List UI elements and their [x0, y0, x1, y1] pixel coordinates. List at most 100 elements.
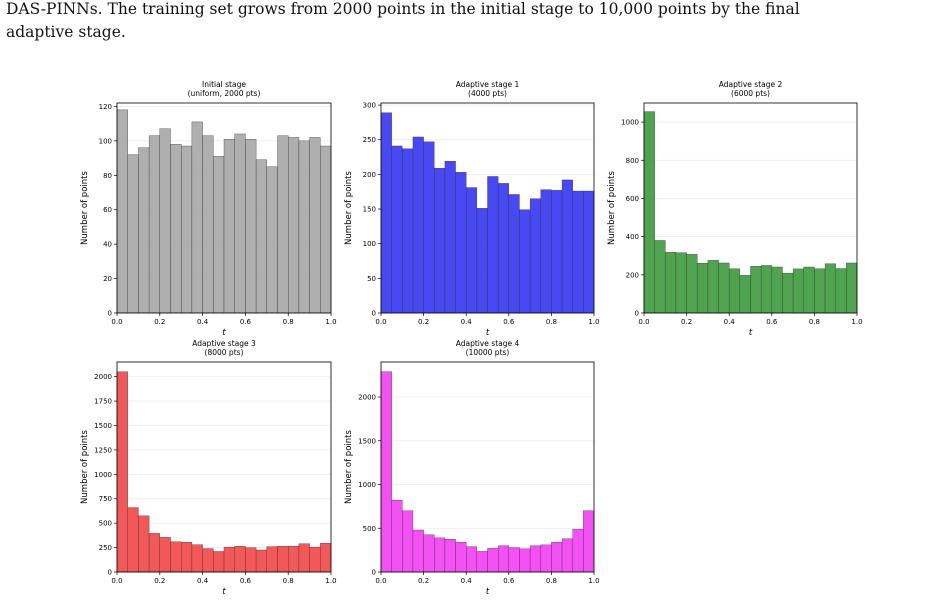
- y-tick-label: 40: [103, 241, 112, 249]
- histogram-bar: [170, 541, 182, 573]
- y-tick-label: 400: [626, 233, 639, 241]
- panel-title: Adaptive stage 1: [456, 80, 520, 89]
- histogram-bar: [223, 546, 235, 573]
- histogram-bar: [412, 136, 424, 314]
- histogram-bar: [213, 551, 225, 573]
- y-tick-label: 2000: [94, 373, 112, 381]
- y-tick-label: 300: [363, 102, 376, 110]
- x-tick-label: 0.2: [154, 318, 165, 326]
- y-tick-label: 120: [99, 103, 112, 111]
- y-tick-label: 20: [103, 275, 112, 283]
- x-tick-label: 0.8: [546, 577, 557, 585]
- histogram-bar: [835, 268, 847, 314]
- histogram-bar: [255, 159, 267, 314]
- x-tick-label: 0.6: [240, 318, 252, 326]
- histogram-bar: [309, 546, 321, 573]
- histogram-bar: [148, 533, 160, 573]
- histogram-bar: [729, 268, 741, 314]
- x-tick-label: 1.0: [588, 577, 599, 585]
- histogram-bar: [234, 545, 246, 573]
- x-tick-label: 0.0: [638, 318, 649, 326]
- histogram-bar: [643, 111, 655, 314]
- histogram-bar: [824, 263, 836, 314]
- x-tick-label: 0.8: [283, 318, 294, 326]
- histogram-bar: [739, 275, 751, 314]
- caption-line-2: adaptive stage.: [6, 23, 126, 41]
- histogram-bar: [434, 167, 446, 314]
- y-tick-label: 100: [363, 240, 376, 248]
- y-tick-label: 1500: [94, 422, 112, 430]
- histogram-panel-3: 0 200 400 600 800 1000 0.0 0.2 0.4 0.6 0.8 1.0 Adapt…: [607, 80, 863, 338]
- x-tick-label: 0.4: [724, 318, 736, 326]
- histogram-bar: [561, 179, 573, 314]
- histogram-bar: [572, 190, 584, 314]
- y-axis-label: Number of points: [607, 171, 617, 245]
- histogram-bar: [181, 542, 193, 573]
- histogram-bar: [665, 252, 677, 314]
- y-tick-label: 250: [99, 544, 112, 552]
- x-tick-label: 1.0: [588, 318, 599, 326]
- panel-title: Adaptive stage 2: [719, 80, 783, 89]
- histogram-bar: [583, 190, 595, 314]
- histogram-bar: [686, 254, 698, 314]
- x-tick-label: 0.8: [809, 318, 820, 326]
- x-tick-label: 0.8: [283, 577, 294, 585]
- y-tick-label: 800: [626, 157, 639, 165]
- histogram-bar: [181, 145, 193, 314]
- x-tick-label: 0.6: [503, 577, 515, 585]
- histogram-bar: [116, 109, 128, 314]
- y-tick-label: 1750: [94, 398, 112, 406]
- x-axis-label: t: [222, 328, 226, 338]
- histogram-bar: [487, 548, 499, 573]
- histogram-bar: [529, 198, 541, 314]
- caption-line-1: DAS-PINNs. The training set grows from 2…: [6, 0, 800, 18]
- x-axis-label: t: [749, 328, 753, 338]
- histogram-bar: [320, 145, 332, 314]
- histogram-bar: [266, 166, 278, 314]
- histogram-bar: [771, 266, 783, 314]
- x-tick-label: 0.8: [546, 318, 557, 326]
- histogram-bar: [202, 548, 214, 573]
- histogram-panel-1: 0 20 40 60 80 100 120 0.0 0.2 0.4 0.6 0.8 1.0 Initial…: [80, 80, 337, 338]
- histogram-bar: [497, 183, 509, 314]
- histogram-bar: [803, 266, 815, 314]
- y-tick-label: 1000: [621, 119, 639, 127]
- y-tick-label: 1000: [358, 481, 376, 489]
- histogram-bar: [561, 538, 573, 573]
- y-axis-label: Number of points: [80, 171, 90, 245]
- histogram-bar: [487, 176, 499, 314]
- histogram-bar: [191, 121, 203, 314]
- x-axis-label: t: [222, 587, 226, 597]
- histogram-bar: [202, 135, 214, 314]
- histogram-bar: [245, 547, 257, 573]
- x-axis-label: t: [486, 328, 490, 338]
- histogram-bar: [138, 147, 150, 314]
- histogram-bar: [277, 135, 289, 314]
- histogram-bar: [466, 187, 478, 314]
- y-tick-label: 250: [363, 136, 376, 144]
- x-tick-label: 0.2: [681, 318, 692, 326]
- histogram-bar: [551, 542, 563, 573]
- histogram-panel-4: 0 250 500 750 1000 1250 1500 1750 2000 0.0 0.2 0.4 0…: [80, 339, 337, 597]
- histogram-bar: [380, 371, 392, 573]
- y-tick-label: 0: [108, 569, 112, 577]
- axes-frame: [380, 102, 595, 314]
- panel-subtitle: (4000 pts): [468, 89, 507, 98]
- histogram-bar: [380, 112, 392, 314]
- histogram-bar: [707, 260, 719, 314]
- figure-caption: DAS-PINNs. The training set grows from 2…: [6, 0, 936, 44]
- histogram-bar: [234, 133, 246, 314]
- panel-title: Adaptive stage 4: [456, 339, 520, 348]
- axes-frame: [643, 102, 858, 314]
- x-tick-label: 0.0: [111, 318, 122, 326]
- y-tick-label: 0: [635, 310, 639, 318]
- histogram-bar: [540, 189, 552, 314]
- histogram-bar: [519, 548, 531, 573]
- x-axis-label: t: [486, 587, 490, 597]
- histogram-bar: [148, 135, 160, 314]
- panel-subtitle: (10000 pts): [466, 348, 510, 357]
- histogram-bar: [455, 542, 467, 573]
- histogram-bar: [476, 551, 488, 573]
- y-tick-label: 500: [363, 525, 376, 533]
